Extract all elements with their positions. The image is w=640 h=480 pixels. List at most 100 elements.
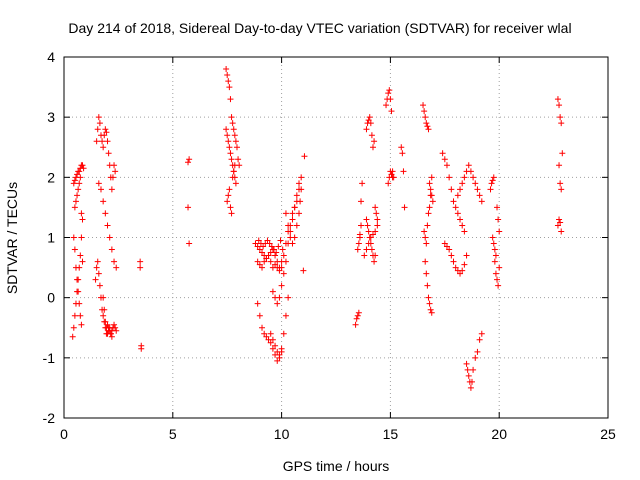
- data-point: [101, 132, 108, 139]
- data-point: [354, 312, 361, 319]
- series-arc-32: [421, 174, 435, 247]
- data-point: [71, 312, 78, 319]
- data-point: [490, 240, 497, 247]
- data-point: [472, 354, 479, 361]
- series-arc-15: [254, 252, 283, 274]
- data-point: [495, 216, 502, 223]
- data-point: [371, 258, 378, 265]
- x-tick-label: 15: [383, 426, 399, 442]
- data-point: [492, 252, 499, 259]
- data-point: [426, 300, 433, 307]
- data-point: [476, 336, 483, 343]
- data-point: [478, 330, 485, 337]
- data-point: [367, 240, 374, 247]
- data-point: [95, 270, 102, 277]
- y-axis-label: SDTVAR / TECUs: [4, 182, 20, 294]
- data-point: [428, 309, 435, 316]
- data-point: [465, 162, 472, 169]
- data-point: [487, 186, 494, 193]
- data-point: [100, 198, 107, 205]
- data-point: [467, 168, 474, 175]
- data-point: [389, 174, 396, 181]
- data-point: [461, 228, 468, 235]
- data-point: [227, 96, 234, 103]
- data-point: [233, 144, 240, 151]
- data-point: [448, 186, 455, 193]
- y-tick-label: 4: [47, 49, 55, 65]
- data-point: [71, 246, 78, 253]
- data-point: [454, 192, 461, 199]
- data-point: [226, 84, 233, 91]
- data-point: [452, 204, 459, 211]
- plot-area-border: [63, 56, 609, 419]
- data-point: [186, 240, 193, 247]
- data-point: [556, 216, 563, 223]
- data-point: [387, 168, 394, 175]
- data-point: [104, 222, 111, 229]
- data-point: [296, 210, 303, 217]
- data-point: [373, 210, 380, 217]
- series-arc-34: [439, 150, 468, 235]
- series-arc-27: [372, 204, 381, 223]
- data-point: [256, 246, 263, 253]
- data-point: [557, 219, 564, 226]
- data-point: [559, 150, 566, 157]
- data-point: [289, 216, 296, 223]
- data-points: [69, 66, 566, 391]
- data-point: [264, 237, 271, 244]
- data-point: [280, 330, 287, 337]
- data-point: [366, 114, 373, 121]
- data-point: [282, 210, 289, 217]
- x-axis-label: GPS time / hours: [283, 458, 390, 474]
- data-point: [289, 210, 296, 217]
- data-point: [282, 312, 289, 319]
- series-arc-13: [224, 162, 238, 217]
- data-point: [291, 204, 298, 211]
- data-point: [423, 240, 430, 247]
- data-point: [102, 318, 109, 325]
- data-point: [358, 198, 365, 205]
- data-point: [256, 312, 263, 319]
- data-point: [383, 102, 390, 109]
- data-point: [269, 345, 276, 352]
- data-point: [269, 288, 276, 295]
- data-point: [278, 264, 285, 271]
- data-point: [369, 144, 376, 151]
- data-point: [443, 243, 450, 250]
- y-tick-label: 3: [47, 109, 55, 125]
- data-point: [298, 186, 305, 193]
- series-arc-09: [137, 258, 145, 352]
- data-point: [496, 228, 503, 235]
- data-point: [228, 156, 235, 163]
- data-point: [556, 162, 563, 169]
- data-point: [137, 264, 144, 271]
- series-arc-10: [185, 156, 193, 247]
- data-point: [276, 267, 283, 274]
- data-point: [113, 264, 120, 271]
- data-point: [231, 132, 238, 139]
- data-point: [363, 216, 370, 223]
- series-arc-39: [489, 204, 503, 259]
- data-point: [358, 222, 365, 229]
- data-point: [556, 102, 563, 109]
- data-point: [446, 174, 453, 181]
- data-point: [282, 258, 289, 265]
- data-point: [452, 264, 459, 271]
- data-point: [457, 216, 464, 223]
- data-point: [102, 210, 109, 217]
- data-point: [278, 282, 285, 289]
- data-point: [225, 192, 232, 199]
- series-arc-04: [71, 174, 86, 265]
- data-point: [77, 252, 84, 259]
- data-point: [450, 258, 457, 265]
- data-point: [374, 222, 381, 229]
- x-tick-label: 5: [169, 426, 177, 442]
- data-point: [353, 315, 360, 322]
- series-arc-16: [255, 237, 286, 256]
- data-point: [272, 342, 279, 349]
- data-point: [368, 132, 375, 139]
- data-point: [274, 300, 281, 307]
- data-point: [352, 321, 359, 328]
- data-point: [399, 150, 406, 157]
- data-point: [231, 162, 238, 169]
